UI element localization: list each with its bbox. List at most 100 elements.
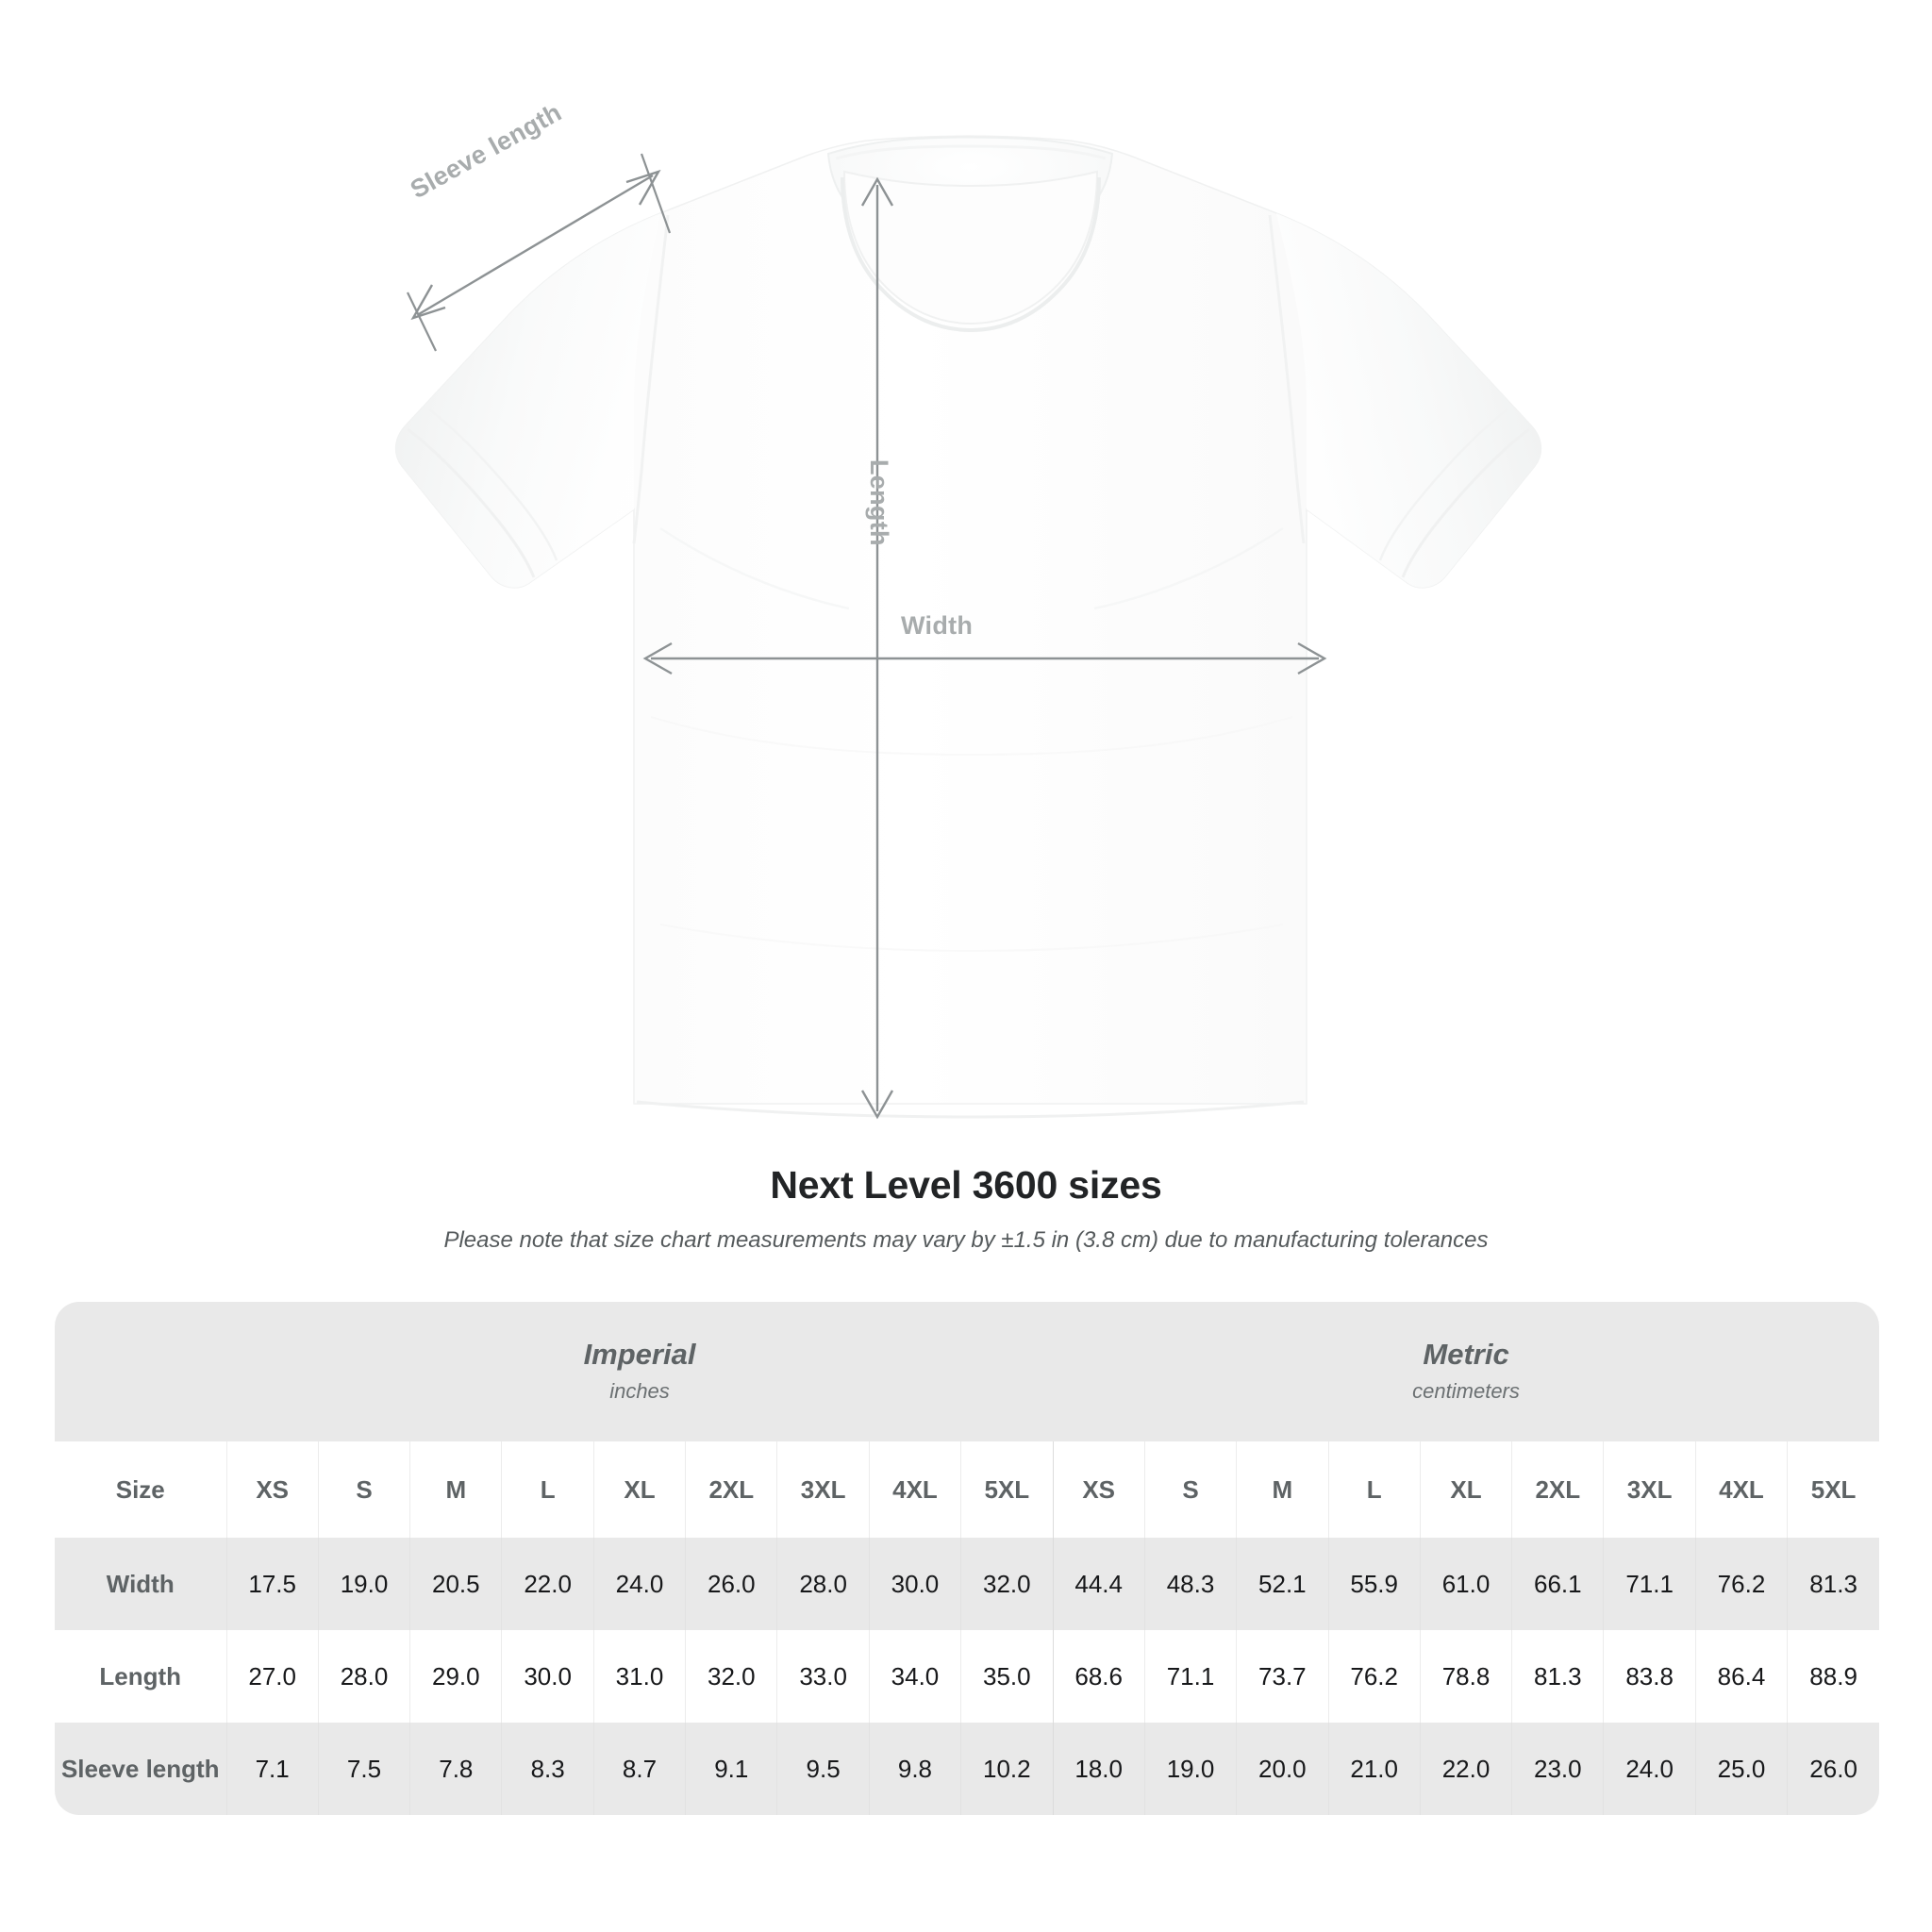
measurement-cell: 7.1 (225, 1723, 319, 1815)
size-column-header-imperial-3xl: 3XL (776, 1441, 870, 1538)
table-row: Width 17.5 19.0 20.5 22.0 24.0 26.0 28.0 30.0 32.… (55, 1538, 1880, 1630)
measurement-cell: 34.0 (868, 1630, 961, 1723)
size-column-header-imperial-4xl: 4XL (868, 1441, 961, 1538)
measurement-cell: 9.1 (685, 1723, 777, 1815)
measurement-cell: 26.0 (685, 1538, 777, 1630)
size-column-header-imperial-xs: XS (225, 1441, 319, 1538)
size-header-row: Size XS S M L XL 2XL 3XL 4XL 5XL XS S M L XL 2XL 3XL 4XL 5… (55, 1441, 1880, 1538)
measurement-cell: 83.8 (1603, 1630, 1696, 1723)
size-column-header-metric-m: M (1236, 1441, 1328, 1538)
fold-line-2 (1093, 526, 1284, 610)
width-dimension-label: Width (901, 611, 974, 640)
size-column-header-metric-5xl: 5XL (1787, 1441, 1880, 1538)
measurement-cell: 25.0 (1694, 1723, 1788, 1815)
size-column-header-metric-l: L (1327, 1441, 1421, 1538)
measurement-cell: 48.3 (1143, 1538, 1237, 1630)
length-arrow (860, 176, 894, 1120)
size-column-header-imperial-m: M (409, 1441, 502, 1538)
title-block: Next Level 3600 sizes Please note that s… (0, 1162, 1932, 1255)
measurement-cell: 8.7 (592, 1723, 686, 1815)
measurement-cell: 30.0 (501, 1630, 594, 1723)
fold-line-3 (650, 716, 1293, 757)
measurement-cell: 33.0 (776, 1630, 870, 1723)
size-column-header-metric-3xl: 3XL (1603, 1441, 1696, 1538)
measurement-cell: 73.7 (1236, 1630, 1328, 1723)
row-label-sleeve-length: Sleeve length (55, 1723, 226, 1815)
right-sleeve-hem (1401, 427, 1530, 578)
unit-system-header-row: Imperial inches Metric centimeters (55, 1302, 1880, 1441)
row-label-width: Width (55, 1538, 226, 1630)
unit-header-corner-cell (55, 1302, 226, 1441)
size-column-header-metric-xs: XS (1052, 1441, 1145, 1538)
measurement-cell: 22.0 (1419, 1723, 1512, 1815)
length-dimension-label: Length (865, 459, 893, 546)
size-column-header-imperial-5xl: 5XL (960, 1441, 1054, 1538)
measurement-cell: 32.0 (960, 1538, 1054, 1630)
measurement-cell: 29.0 (409, 1630, 502, 1723)
measurement-cell: 19.0 (1143, 1723, 1237, 1815)
bottom-hem (636, 1100, 1305, 1119)
measurement-cell: 71.1 (1143, 1630, 1237, 1723)
page-title: Next Level 3600 sizes (770, 1163, 1162, 1207)
measurement-cell: 20.0 (1236, 1723, 1328, 1815)
measurement-cell: 44.4 (1052, 1538, 1145, 1630)
tshirt-diagram: Sleeve length Length Width (394, 98, 1542, 1120)
measurement-lines (407, 153, 1327, 1120)
measurement-cell: 28.0 (776, 1538, 870, 1630)
measurement-cell: 81.3 (1511, 1630, 1604, 1723)
measurement-cell: 31.0 (592, 1630, 686, 1723)
measurement-cell: 27.0 (225, 1630, 319, 1723)
size-column-header-metric-xl: XL (1419, 1441, 1512, 1538)
size-column-header-imperial-xl: XL (592, 1441, 686, 1538)
measurement-cell: 7.8 (409, 1723, 502, 1815)
sleeve-length-arrow (407, 153, 672, 352)
measurement-cell: 24.0 (1603, 1723, 1696, 1815)
table-row: Length 27.0 28.0 29.0 30.0 31.0 32.0 33.0 34.0 35… (55, 1630, 1880, 1723)
size-chart-table: Imperial inches Metric centimeters Size XS S M L… (55, 1302, 1880, 1815)
size-column-header-metric-2xl: 2XL (1511, 1441, 1604, 1538)
size-header-label: Size (55, 1441, 226, 1538)
measurement-cell: 88.9 (1787, 1630, 1880, 1723)
measurement-cell: 23.0 (1511, 1723, 1604, 1815)
tolerance-note: Please note that size chart measurements… (443, 1227, 1489, 1254)
neckline-rib (841, 176, 1101, 333)
size-chart-table-wrapper: Imperial inches Metric centimeters Size XS S M L… (55, 1302, 1880, 1815)
table-row: Sleeve length 7.1 7.5 7.8 8.3 8.7 9.1 9.5 9.8 10.… (55, 1723, 1880, 1815)
unit-system-unit: centimeters (1412, 1378, 1520, 1403)
tshirt-illustration (394, 135, 1542, 1120)
measurement-cell: 20.5 (409, 1538, 502, 1630)
measurement-cell: 76.2 (1694, 1538, 1788, 1630)
measurement-cell: 30.0 (868, 1538, 961, 1630)
measurement-cell: 8.3 (501, 1723, 594, 1815)
measurement-cell: 52.1 (1236, 1538, 1328, 1630)
measurement-cell: 81.3 (1787, 1538, 1880, 1630)
measurement-cell: 32.0 (685, 1630, 777, 1723)
size-column-header-imperial-s: S (317, 1441, 410, 1538)
unit-system-header-imperial: Imperial inches (226, 1302, 1054, 1441)
measurement-cell: 28.0 (317, 1630, 410, 1723)
measurement-cell: 21.0 (1327, 1723, 1421, 1815)
row-label-length: Length (55, 1630, 226, 1723)
measurement-cell: 26.0 (1787, 1723, 1880, 1815)
measurement-cell: 68.6 (1052, 1630, 1145, 1723)
neckline-opening (842, 170, 1099, 325)
left-armhole-seam (632, 214, 670, 544)
fold-line-4 (659, 924, 1284, 953)
measurement-cell: 66.1 (1511, 1538, 1604, 1630)
fold-line-1 (659, 526, 850, 610)
measurement-cell: 55.9 (1327, 1538, 1421, 1630)
right-sleeve-hem-inner (1378, 408, 1508, 561)
size-column-header-metric-s: S (1143, 1441, 1237, 1538)
left-sleeve-hem-inner (428, 408, 558, 561)
size-column-header-imperial-l: L (501, 1441, 594, 1538)
collar-top-stitch (835, 144, 1107, 160)
unit-system-name: Metric (1423, 1338, 1509, 1372)
measurement-cell: 9.5 (776, 1723, 870, 1815)
left-sleeve (395, 213, 660, 588)
size-column-header-metric-4xl: 4XL (1694, 1441, 1788, 1538)
measurement-cell: 24.0 (592, 1538, 686, 1630)
measurement-cell: 17.5 (225, 1538, 319, 1630)
measurement-cell: 61.0 (1419, 1538, 1512, 1630)
measurement-cell: 10.2 (960, 1723, 1054, 1815)
right-armhole-seam (1268, 214, 1306, 544)
